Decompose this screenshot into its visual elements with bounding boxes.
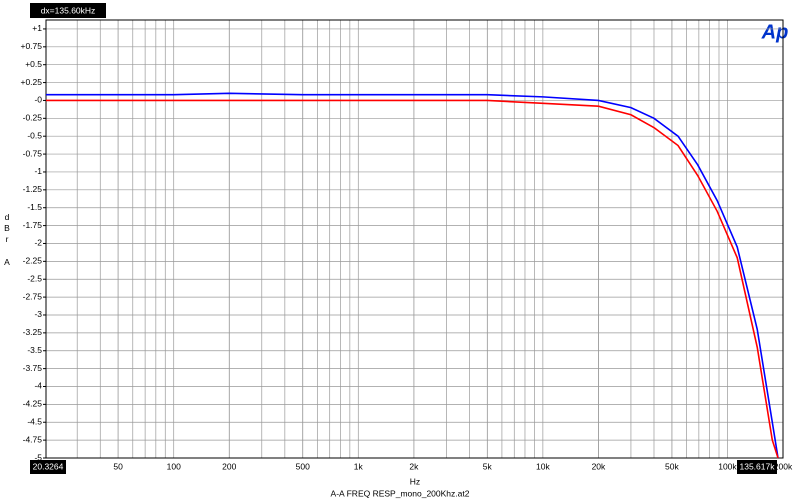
y-tick-label: -4.75 <box>23 434 43 444</box>
footer: A-A FREQ RESP_mono_200Khz.at2 <box>331 488 470 498</box>
plot-border <box>45 19 784 459</box>
y-tick-label: -1 <box>34 166 42 176</box>
y-tick-label: -4 <box>34 381 42 391</box>
x-tick-box <box>30 460 66 474</box>
y-tick-label: -1.75 <box>23 220 43 230</box>
y-tick-label: -2.75 <box>23 291 43 301</box>
y-tick-label: -0 <box>34 95 42 105</box>
y-tick-label: +0.5 <box>25 59 42 69</box>
x-tick-label: 20k <box>592 461 606 471</box>
x-tick-label: 2k <box>409 461 419 471</box>
title-box <box>30 3 106 18</box>
y-tick-label: -4.5 <box>27 416 42 426</box>
x-tick-label: 5k <box>483 461 493 471</box>
y-tick-label: -5 <box>34 452 42 462</box>
series-line <box>46 92 779 459</box>
x-tick-label: 1k <box>354 461 364 471</box>
y-tick-label: -3.5 <box>27 345 42 355</box>
y-tick-label: -3.75 <box>23 363 43 373</box>
cursor-box <box>737 460 777 474</box>
x-tick-label: 50 <box>113 461 123 471</box>
y-tick-label: -2.5 <box>27 273 42 283</box>
x-tick-label: 20.3264 <box>33 461 64 471</box>
y-tick-label: -0.25 <box>23 113 43 123</box>
y-tick-label: -1.25 <box>23 184 43 194</box>
x-tick-label: 100 <box>167 461 181 471</box>
y-tick-label: -3.25 <box>23 327 43 337</box>
chart-title: dx=135.60kHz <box>41 5 96 15</box>
y-tick-label: -0.75 <box>23 148 43 158</box>
y-tick-label: -3 <box>34 309 42 319</box>
x-axis-label: Hz <box>410 476 420 486</box>
y-tick-label: +1 <box>32 23 42 33</box>
x-tick-label: 10k <box>536 461 550 471</box>
x-tick-label: 100k <box>718 461 737 471</box>
x-tick-label: 500 <box>296 461 310 471</box>
logo: Ap <box>761 21 789 43</box>
y-tick-label: -0.5 <box>27 130 42 140</box>
x-tick-label: 200 <box>222 461 236 471</box>
cursor-label: 135.617k <box>740 461 776 471</box>
series-line <box>46 99 779 459</box>
plot-area <box>46 20 783 458</box>
y-tick-label: +0.25 <box>20 77 42 87</box>
y-tick-label: +0.75 <box>20 41 42 51</box>
x-tick-label: 200k <box>774 461 793 471</box>
y-tick-label: -1.5 <box>27 202 42 212</box>
x-tick-label: 50k <box>665 461 679 471</box>
y-tick-label: -2.25 <box>23 256 43 266</box>
y-tick-label: -4.25 <box>23 399 43 409</box>
y-tick-label: -2 <box>34 238 42 248</box>
